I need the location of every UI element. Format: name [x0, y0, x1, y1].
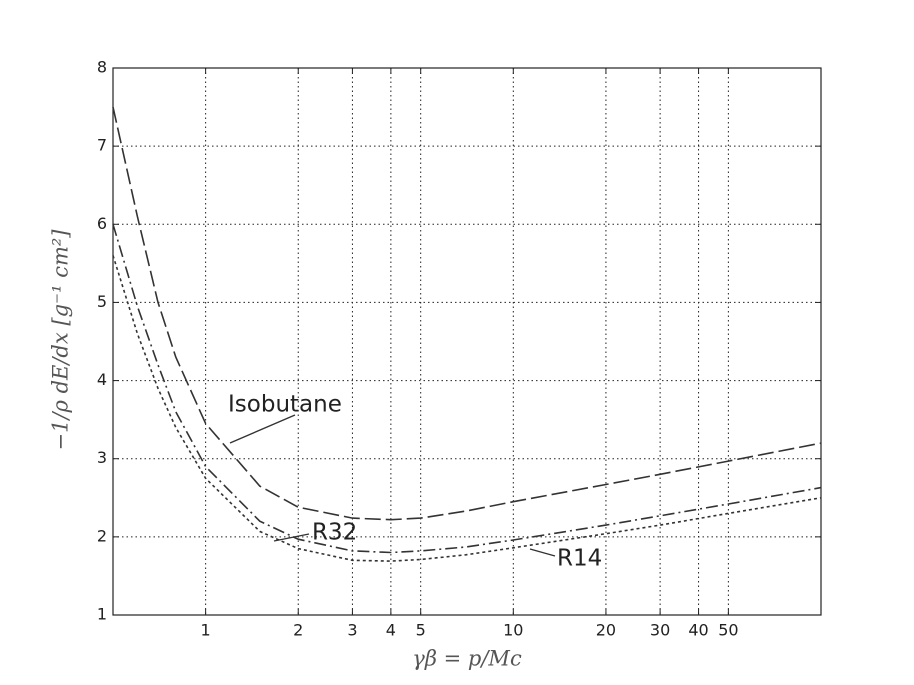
x-tick-label: 2	[293, 621, 303, 640]
annotation: Isobutane	[228, 392, 342, 418]
y-tick-label: 5	[97, 292, 107, 311]
x-tick-label: 4	[386, 621, 396, 640]
annotation: R32	[312, 520, 357, 546]
x-tick-label: 10	[503, 621, 523, 640]
y-tick-label: 8	[97, 58, 107, 77]
line-series	[112, 255, 822, 562]
annotation: R14	[557, 546, 602, 572]
annotation-pointer	[229, 414, 296, 444]
x-tick-label: 30	[650, 621, 670, 640]
annotation-pointer	[529, 548, 556, 557]
x-tick-label: 50	[718, 621, 738, 640]
x-tick-label: 40	[688, 621, 708, 640]
y-tick-label: 4	[97, 370, 107, 389]
line-series	[112, 224, 822, 554]
x-tick-label: 5	[416, 621, 426, 640]
x-tick-label: 3	[347, 621, 357, 640]
annotation-pointer	[273, 533, 310, 542]
y-tick-label: 6	[97, 214, 107, 233]
plot-frame	[112, 67, 822, 616]
y-tick-label: 3	[97, 448, 107, 467]
y-tick-label: 2	[97, 526, 107, 545]
x-axis-label: γβ = p/Mc	[412, 647, 522, 671]
y-tick-label: 1	[97, 605, 107, 624]
x-tick-label: 1	[201, 621, 211, 640]
y-axis-label: −1/ρ dE/dx [g⁻¹ cm²]	[49, 229, 73, 451]
line-series	[112, 106, 822, 521]
y-tick-label: 7	[97, 136, 107, 155]
x-tick-label: 20	[596, 621, 616, 640]
